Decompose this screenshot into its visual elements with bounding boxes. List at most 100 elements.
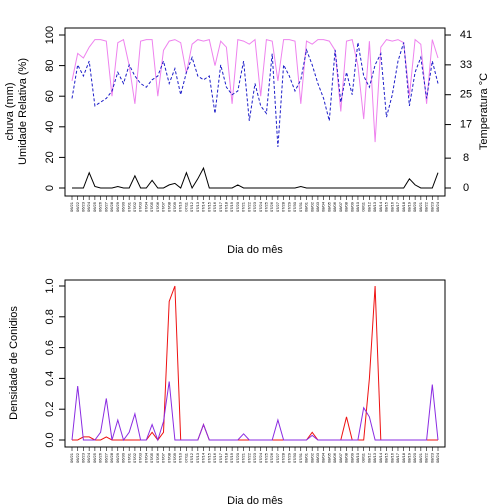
x-tick-label: 08/11 <box>361 452 366 462</box>
x-tick-label: 07/11 <box>183 201 188 211</box>
x-tick-label: 07/26 <box>269 201 274 212</box>
y-tick-label: 0.6 <box>44 340 56 355</box>
x-tick-label: 07/29 <box>286 452 291 463</box>
x-tick-label: 07/13 <box>195 201 200 212</box>
x-tick-label: 08/10 <box>355 201 360 212</box>
x-tick-label: 07/04 <box>143 452 148 463</box>
x-tick-label: 08/03 <box>315 201 320 212</box>
y-tick-label: 0.4 <box>44 371 56 386</box>
x-tick-label: 06/25 <box>92 452 97 463</box>
x-tick-label: 07/22 <box>246 201 251 212</box>
x-tick-label: 08/13 <box>372 201 377 212</box>
x-tick-label: 06/29 <box>115 201 120 212</box>
x-tick-label: 08/23 <box>429 201 434 212</box>
x-tick-label: 08/01 <box>304 201 309 212</box>
x-tick-label: 07/09 <box>172 201 177 212</box>
x-tick-label: 06/27 <box>103 452 108 463</box>
x-tick-label: 08/06 <box>332 201 337 212</box>
x-tick-label: 07/21 <box>241 201 246 212</box>
x-tick-label: 08/15 <box>384 201 389 212</box>
x-tick-label: 08/14 <box>378 201 383 212</box>
x-tick-label: 06/24 <box>86 201 91 212</box>
x-tick-label: 08/05 <box>326 452 331 463</box>
y-tick-label: 0.8 <box>44 309 56 324</box>
x-tick-label: 08/03 <box>315 452 320 463</box>
x-tick-label: 07/28 <box>281 452 286 463</box>
x-tick-label: 08/24 <box>435 201 440 212</box>
x-axis-label: Dia do mês <box>227 495 283 504</box>
x-tick-label: 07/03 <box>138 452 143 463</box>
x-tick-label: 07/04 <box>143 201 148 212</box>
x-tick-label: 08/07 <box>338 201 343 212</box>
x-tick-label: 07/28 <box>281 201 286 212</box>
x-tick-label: 08/02 <box>309 201 314 212</box>
x-tick-label: 08/09 <box>349 452 354 463</box>
x-tick-label: 08/19 <box>406 452 411 463</box>
x-tick-label: 07/20 <box>235 452 240 463</box>
series-line <box>72 285 438 441</box>
x-tick-label: 08/11 <box>361 201 366 211</box>
y-tick-label: 60 <box>44 90 56 102</box>
x-tick-label: 07/15 <box>206 452 211 463</box>
y2-tick-label: 41 <box>460 29 472 41</box>
x-tick-label: 07/29 <box>286 201 291 212</box>
y-tick-label: 0.0 <box>44 432 56 447</box>
x-tick-label: 07/13 <box>195 452 200 463</box>
x-tick-label: 08/12 <box>366 201 371 212</box>
x-tick-label: 08/17 <box>395 201 400 212</box>
x-tick-label: 07/11 <box>183 452 188 462</box>
y2-tick-label: 0 <box>463 182 469 194</box>
x-tick-label: 07/19 <box>229 452 234 463</box>
x-tick-label: 07/17 <box>218 452 223 463</box>
x-tick-label: 08/22 <box>424 201 429 212</box>
y-axis-label: chuva (mm) <box>4 82 16 140</box>
x-tick-label: 06/28 <box>109 452 114 463</box>
x-tick-label: 08/20 <box>412 201 417 212</box>
x-tick-label: 08/17 <box>395 452 400 463</box>
x-tick-label: 07/15 <box>206 201 211 212</box>
x-tick-label: 07/30 <box>292 201 297 212</box>
x-tick-label: 07/19 <box>229 201 234 212</box>
x-tick-label: 07/10 <box>178 452 183 463</box>
x-tick-label: 07/25 <box>264 201 269 212</box>
x-tick-label: 08/13 <box>372 452 377 463</box>
y-tick-label: 0 <box>44 185 56 191</box>
x-tick-label: 07/12 <box>189 452 194 463</box>
x-tick-label: 07/06 <box>155 201 160 212</box>
x-tick-label: 06/30 <box>121 201 126 212</box>
y2-tick-label: 8 <box>463 152 469 164</box>
x-tick-label: 08/14 <box>378 452 383 463</box>
x-tick-label: 07/17 <box>218 201 223 212</box>
x-tick-label: 06/27 <box>103 201 108 212</box>
x-tick-label: 08/15 <box>384 452 389 463</box>
x-tick-label: 06/30 <box>121 452 126 463</box>
x-tick-label: 07/08 <box>166 452 171 463</box>
x-tick-label: 08/22 <box>424 452 429 463</box>
x-tick-label: 07/05 <box>149 452 154 463</box>
y2-tick-label: 17 <box>460 118 472 130</box>
x-tick-label: 07/05 <box>149 201 154 212</box>
y-tick-label: 40 <box>44 121 56 133</box>
x-tick-label: 08/04 <box>321 452 326 463</box>
x-axis-label: Dia do mês <box>227 244 283 256</box>
x-tick-label: 08/18 <box>401 452 406 463</box>
x-tick-label: 07/30 <box>292 452 297 463</box>
y2-tick-label: 33 <box>460 59 472 71</box>
x-tick-label: 06/29 <box>115 452 120 463</box>
x-tick-label: 06/25 <box>92 201 97 212</box>
y-tick-label: 20 <box>44 151 56 163</box>
x-tick-label: 07/01 <box>126 452 131 463</box>
x-tick-label: 08/09 <box>349 201 354 212</box>
x-tick-label: 07/14 <box>201 201 206 212</box>
x-tick-label: 07/14 <box>201 452 206 463</box>
y-axis-label: Densidade de Conidios <box>8 306 20 420</box>
series-line <box>71 38 439 143</box>
x-tick-label: 07/25 <box>264 452 269 463</box>
x-tick-label: 07/16 <box>212 452 217 463</box>
x-tick-label: 07/21 <box>241 452 246 463</box>
x-tick-label: 07/02 <box>132 201 137 212</box>
x-tick-label: 07/10 <box>178 201 183 212</box>
x-tick-label: 07/31 <box>298 452 303 463</box>
x-tick-label: 08/23 <box>429 452 434 463</box>
